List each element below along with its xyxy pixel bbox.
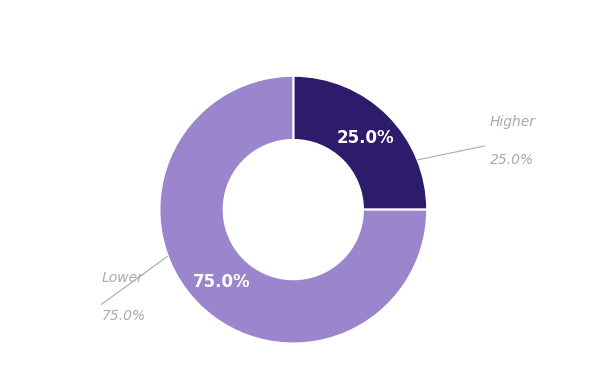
Text: Higher: Higher — [490, 115, 536, 129]
Text: 25.0%: 25.0% — [337, 129, 394, 147]
Text: Will 2024's Dollar Index (DXY) close be higher or lower than the
2023 close?: Will 2024's Dollar Index (DXY) close be … — [0, 0, 592, 2]
Wedge shape — [293, 76, 427, 210]
Text: 25.0%: 25.0% — [490, 153, 534, 167]
Wedge shape — [160, 76, 427, 344]
Text: 75.0%: 75.0% — [193, 273, 250, 290]
Text: 75.0%: 75.0% — [102, 309, 146, 323]
Text: Lower: Lower — [102, 270, 144, 285]
